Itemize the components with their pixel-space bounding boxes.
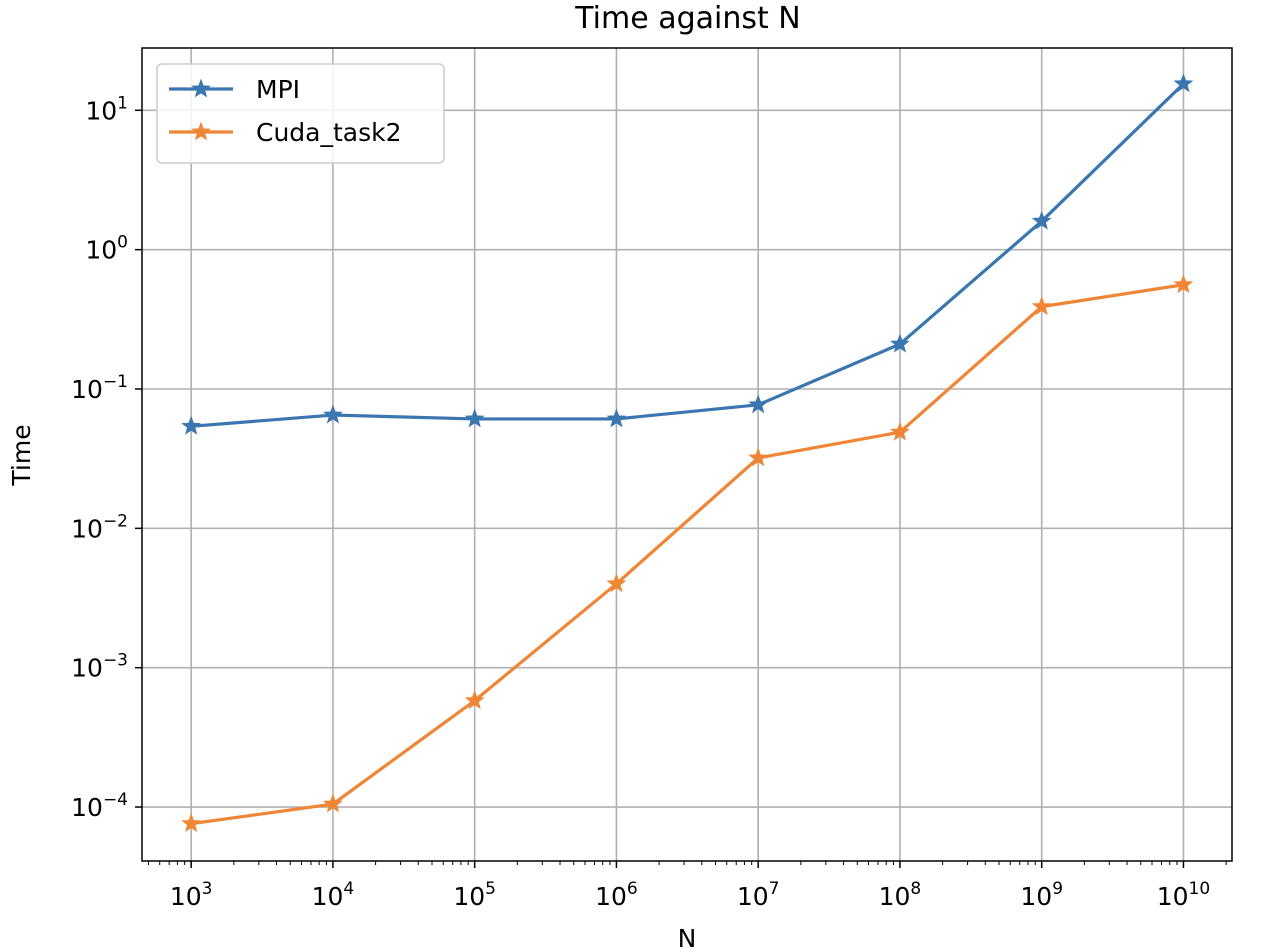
x-tick-label: 109 (1020, 879, 1063, 911)
x-tick-label: 105 (453, 879, 496, 911)
y-tick-label-exponent: −3 (103, 651, 128, 671)
series-line (191, 82, 1185, 428)
data-point (1173, 73, 1194, 93)
y-tick-label: 10−2 (71, 511, 128, 543)
data-point (464, 408, 485, 428)
x-tick-label-exponent: 4 (343, 879, 354, 899)
x-tick-label-exponent: 6 (627, 879, 638, 899)
data-point (748, 447, 769, 467)
data-point (323, 404, 343, 424)
y-axis-label: Time (7, 424, 36, 486)
legend-label: Cuda_task2 (256, 118, 402, 147)
x-tick-label: 108 (879, 879, 922, 911)
series-line (190, 283, 1184, 826)
x-tick-label-base: 10 (879, 882, 911, 911)
x-tick-label-base: 10 (1157, 882, 1189, 911)
series-mpi (181, 73, 1194, 435)
data-point (606, 408, 627, 428)
x-tick-label: 107 (737, 879, 780, 911)
legend: MPI Cuda_task2 (156, 63, 445, 164)
x-tick-label: 103 (170, 879, 213, 911)
x-tick-label-exponent: 7 (769, 879, 780, 899)
y-tick-label-base: 10 (85, 236, 117, 265)
y-tick-label-base: 10 (71, 793, 103, 822)
legend-box (156, 63, 445, 164)
y-tick-label-exponent: −1 (103, 372, 128, 392)
data-point (1173, 274, 1194, 294)
data-point (181, 415, 202, 435)
chart-title: Time against N (574, 1, 800, 36)
x-tick-label-exponent: 8 (910, 879, 921, 899)
y-tick-label: 100 (85, 233, 128, 265)
y-tick-label-base: 10 (71, 514, 103, 543)
x-axis-label: N (678, 924, 697, 952)
y-tick-label-base: 10 (71, 654, 103, 683)
x-tick-label-base: 10 (312, 882, 344, 911)
y-tick-label-exponent: 0 (117, 233, 128, 253)
grid (142, 48, 1232, 861)
x-tick-label: 106 (595, 879, 638, 911)
data-point (181, 813, 202, 833)
plot-frame (141, 47, 1233, 862)
plot-series (181, 73, 1194, 833)
legend-swatch-marker (191, 121, 211, 141)
y-tick-label-exponent: 1 (117, 93, 128, 113)
data-point (1031, 296, 1052, 316)
data-point (1031, 210, 1052, 230)
x-tick-label-exponent: 9 (1052, 879, 1063, 899)
y-tick-label: 101 (85, 93, 128, 125)
x-tick-label-exponent: 3 (202, 879, 213, 899)
y-tick-label: 10−3 (71, 651, 128, 683)
x-tick-label-base: 10 (170, 882, 202, 911)
x-tick-label-exponent: 10 (1189, 879, 1211, 899)
data-point (890, 333, 910, 353)
x-tick-label-exponent: 5 (485, 879, 496, 899)
data-point (606, 573, 627, 593)
legend-label: MPI (256, 75, 300, 104)
legend-swatch-marker (191, 78, 211, 98)
y-tick-label-exponent: −4 (103, 790, 128, 810)
y-tick-label: 10−1 (71, 372, 128, 404)
axis-ticks: 103 104 105 106 107 108 109 101010−410−310−210−… (71, 93, 1227, 911)
x-tick-label-base: 10 (737, 882, 769, 911)
y-tick-label-base: 10 (85, 96, 117, 125)
series-cuda-task2 (181, 274, 1194, 833)
x-tick-label-base: 10 (453, 882, 485, 911)
x-tick-label-base: 10 (1020, 882, 1052, 911)
y-tick-label-exponent: −2 (103, 511, 128, 531)
data-point (323, 793, 343, 813)
y-tick-label: 10−4 (71, 790, 128, 822)
x-tick-label-base: 10 (595, 882, 627, 911)
data-point (890, 421, 910, 441)
x-tick-label: 104 (312, 879, 355, 911)
x-tick-label: 1010 (1157, 879, 1210, 911)
y-tick-label-base: 10 (71, 375, 103, 404)
data-point (748, 394, 769, 414)
data-point (464, 690, 485, 710)
